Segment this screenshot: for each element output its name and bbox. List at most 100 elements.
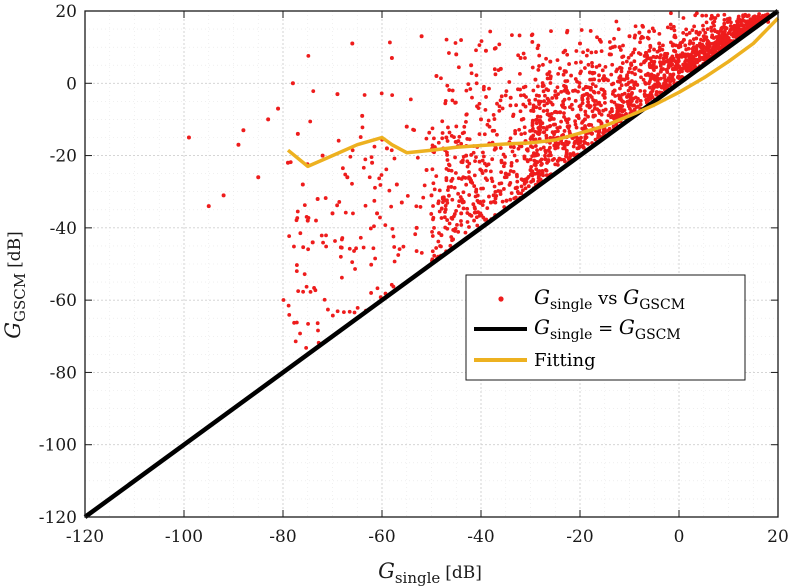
- scatter-point: [541, 125, 546, 130]
- scatter-point: [430, 126, 435, 131]
- scatter-point: [510, 33, 514, 37]
- scatter-point: [322, 297, 327, 302]
- scatter-point: [447, 193, 451, 198]
- scatter-point: [493, 190, 498, 194]
- scatter-point: [281, 298, 286, 302]
- legend-marker-scatter: [498, 296, 504, 302]
- scatter-point: [477, 132, 482, 137]
- scatter-point: [722, 12, 727, 17]
- scatter-point: [673, 43, 678, 48]
- scatter-point: [598, 119, 603, 124]
- scatter-point: [573, 98, 578, 103]
- scatter-point: [379, 173, 384, 177]
- scatter-point: [459, 211, 464, 216]
- scatter-point: [555, 162, 560, 167]
- scatter-point: [547, 70, 552, 74]
- scatter-point: [337, 200, 342, 204]
- scatter-point: [292, 244, 296, 249]
- scatter-point: [444, 176, 449, 180]
- scatter-point: [625, 73, 629, 78]
- scatter-point: [685, 69, 690, 73]
- scatter-point: [343, 172, 348, 177]
- scatter-point: [483, 48, 488, 53]
- scatter-point: [576, 89, 580, 94]
- scatter-point: [339, 245, 344, 250]
- scatter-point: [615, 67, 620, 72]
- scatter-point: [432, 253, 437, 258]
- scatter-point: [626, 55, 631, 60]
- scatter-point: [368, 226, 373, 231]
- scatter-point: [757, 12, 762, 16]
- scatter-point: [493, 200, 498, 205]
- scatter-point: [537, 53, 542, 58]
- scatter-point: [421, 195, 426, 200]
- scatter-point: [534, 153, 539, 158]
- scatter-point: [591, 98, 595, 102]
- y-tick-label: 20: [55, 2, 77, 22]
- scatter-point: [673, 35, 678, 40]
- scatter-point: [606, 113, 611, 118]
- scatter-point: [455, 222, 459, 227]
- scatter-point: [565, 28, 570, 33]
- scatter-point: [492, 184, 497, 189]
- scatter-point: [583, 66, 587, 70]
- scatter-point: [558, 66, 562, 71]
- scatter-point: [391, 234, 396, 239]
- scatter-point: [440, 119, 445, 124]
- scatter-point: [691, 41, 696, 46]
- scatter-point: [487, 86, 491, 91]
- scatter-point: [453, 229, 457, 233]
- scatter-point: [730, 25, 734, 29]
- scatter-point: [495, 101, 499, 106]
- scatter-point: [590, 82, 595, 87]
- scatter-point: [632, 59, 637, 64]
- scatter-point: [599, 103, 603, 108]
- scatter-point: [718, 28, 723, 33]
- scatter-point: [462, 124, 467, 129]
- scatter-point: [530, 169, 535, 174]
- scatter-point: [562, 88, 567, 93]
- scatter-point: [649, 76, 654, 80]
- scatter-point: [612, 36, 616, 41]
- scatter-point: [680, 54, 685, 59]
- scatter-point: [611, 124, 616, 129]
- scatter-point: [519, 117, 524, 122]
- scatter-point: [379, 91, 384, 96]
- scatter-point: [516, 87, 520, 92]
- scatter-point: [662, 74, 667, 79]
- scatter-point: [574, 49, 579, 53]
- scatter-point: [480, 203, 485, 207]
- scatter-point: [569, 73, 573, 78]
- scatter-point: [446, 185, 451, 189]
- scatter-point: [335, 203, 340, 208]
- scatter-point: [414, 249, 419, 253]
- scatter-point: [741, 14, 746, 19]
- scatter-point: [439, 206, 444, 211]
- scatter-point: [501, 187, 506, 191]
- scatter-point: [507, 80, 512, 84]
- scatter-point: [361, 245, 366, 250]
- scatter-point: [458, 195, 463, 199]
- scatter-point: [375, 286, 380, 291]
- scatter-point: [562, 114, 566, 119]
- scatter-point: [471, 150, 476, 155]
- scatter-point: [459, 160, 464, 164]
- scatter-point: [515, 185, 519, 190]
- scatter-point: [609, 99, 614, 104]
- scatter-point: [517, 33, 522, 38]
- scatter-point: [632, 35, 637, 40]
- scatter-point: [555, 126, 560, 130]
- scatter-point: [469, 153, 474, 157]
- scatter-point: [595, 35, 599, 40]
- scatter-point: [589, 95, 594, 99]
- scatter-point: [295, 216, 300, 220]
- scatter-point: [692, 24, 697, 29]
- scatter-point: [443, 203, 448, 208]
- scatter-point: [639, 62, 643, 67]
- scatter-point: [610, 62, 615, 67]
- scatter-point: [483, 168, 488, 173]
- scatter-point: [687, 31, 692, 35]
- scatter-point: [413, 232, 418, 237]
- scatter-point: [429, 193, 434, 198]
- scatter-point: [745, 19, 750, 24]
